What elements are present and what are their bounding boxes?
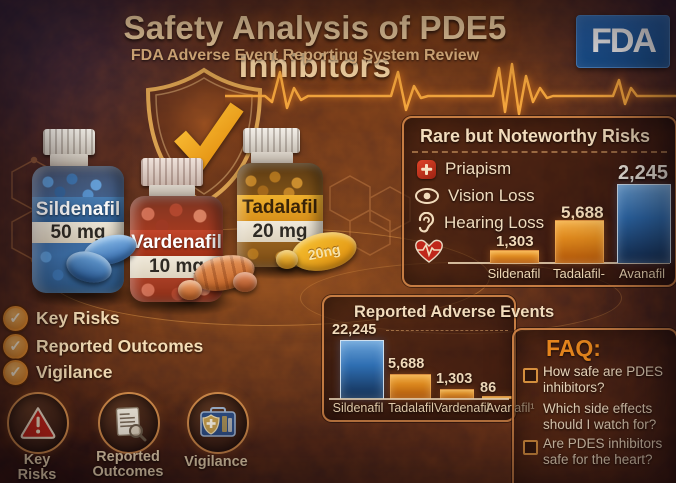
reference-dashed-line — [386, 330, 508, 331]
medical-cross-icon — [417, 159, 436, 179]
orange-pill — [233, 272, 257, 292]
ear-icon — [418, 212, 435, 233]
faq-bullet-icon — [523, 440, 538, 455]
chart-axis — [448, 262, 670, 264]
check-circle-icon: ✓ — [3, 334, 28, 359]
bar-category: Avanafil¹ — [486, 401, 535, 415]
report-magnifier-icon — [115, 406, 147, 442]
yellow-pill — [276, 250, 298, 269]
reported-adverse-events-title: Reported Adverse Events — [354, 303, 555, 321]
faq-panel: FAQ: How safe are PDES inhibitors? Which… — [512, 328, 676, 483]
faq-question: Which side effects should I watch for? — [543, 401, 657, 433]
bar-vardenafil — [440, 389, 474, 399]
badge-vigilance — [187, 392, 249, 454]
risk-label: Hearing Loss — [444, 213, 545, 232]
faq-question: How safe are PDES inhibitors? — [543, 364, 664, 396]
bottle-cap — [43, 129, 95, 155]
fda-logo: FDA — [576, 15, 670, 68]
bar-category: Tadalafil — [388, 401, 434, 415]
badge-label: Reported Outcomes — [92, 449, 164, 481]
check-circle-icon: ✓ — [3, 306, 28, 331]
bar-category: Sildenafil — [487, 266, 541, 281]
chart-axis — [329, 398, 509, 400]
bar-value: 1,303 — [436, 371, 473, 387]
checklist-item-reported-outcomes: ✓ Reported Outcomes — [3, 334, 203, 359]
badge-label: Key Risks — [17, 452, 57, 483]
page-subtitle: FDA Adverse Event Reporting System Revie… — [130, 47, 480, 64]
bar-value: 1,303 — [496, 233, 534, 250]
checklist-label: Key Risks — [36, 308, 120, 328]
checklist-item-vigilance: ✓ Vigilance — [3, 360, 113, 385]
heart-ecg-icon — [415, 239, 443, 263]
checklist-label: Reported Outcomes — [36, 336, 204, 356]
bottle-cap — [141, 158, 203, 186]
bar-value: 2,245 — [618, 162, 669, 184]
bar-value: 86 — [480, 380, 497, 396]
ecg-heartbeat-line-icon — [225, 62, 676, 116]
medkit-shield-icon — [200, 407, 236, 437]
bottle-neck — [251, 152, 293, 164]
bar-category: Vardenafil — [434, 401, 490, 415]
badge-label: Vigilance — [184, 454, 248, 470]
faq-heading: FAQ: — [546, 335, 601, 361]
check-circle-icon: ✓ — [3, 360, 28, 385]
faq-bullet-icon — [523, 368, 538, 383]
pill-imprint: 20ng — [306, 240, 342, 263]
page-title: Safety Analysis of PDE5 Inhibitors — [123, 9, 507, 84]
bottle-neck — [50, 154, 88, 167]
divider — [412, 151, 667, 153]
bar-avanafil — [617, 184, 671, 263]
eye-icon — [415, 188, 439, 204]
bar-value: 5,688 — [561, 203, 604, 222]
reported-adverse-events-panel: Reported Adverse Events 22,245 5,688 1,3… — [322, 295, 554, 422]
bar-category: Sildenafil — [332, 401, 384, 415]
risk-label: Priapism — [445, 159, 512, 178]
bottle-name-label: Tadalafil — [237, 195, 323, 221]
badge-key-risks — [7, 392, 69, 454]
bottle-name-label: Sildenafil — [32, 197, 124, 222]
pills-in-bottle — [237, 167, 323, 197]
risk-item-priapism: Priapism — [417, 159, 511, 179]
risk-label: Vision Loss — [448, 186, 535, 205]
bottle-neck — [149, 185, 195, 197]
checklist-item-key-risks: ✓ Key Risks — [3, 306, 120, 331]
bar-category: Avanafil — [618, 266, 665, 281]
badge-reported-outcomes — [98, 392, 160, 454]
rare-risks-title: Rare but Noteworthy Risks — [420, 126, 651, 146]
pills-in-bottle — [32, 170, 124, 198]
rare-risks-panel: Rare but Noteworthy Risks Priapism Visio… — [402, 116, 676, 287]
bar-category: Tadalafil- — [552, 266, 606, 281]
risk-item-vision-loss: Vision Loss — [415, 186, 535, 206]
bar-tadalafil — [555, 220, 604, 263]
bar-sildenafil — [340, 340, 384, 399]
orange-pill — [178, 280, 202, 300]
pills-in-bottle — [130, 200, 223, 230]
warning-triangle-icon — [20, 407, 56, 439]
risk-item-hearing-loss: Hearing Loss — [417, 212, 544, 234]
bar-sildenafil — [490, 250, 539, 263]
bottle-cap — [243, 128, 300, 153]
bar-value: 22,245 — [332, 322, 377, 338]
bar-avanafil — [482, 396, 512, 399]
checklist-label: Vigilance — [36, 362, 113, 382]
bottle-name-label: Vardenafil — [130, 230, 223, 256]
bar-tadalafil — [390, 374, 431, 399]
bar-value: 5,688 — [388, 356, 425, 372]
faq-question: Are PDES inhibitors safe for the heart? — [543, 436, 663, 468]
